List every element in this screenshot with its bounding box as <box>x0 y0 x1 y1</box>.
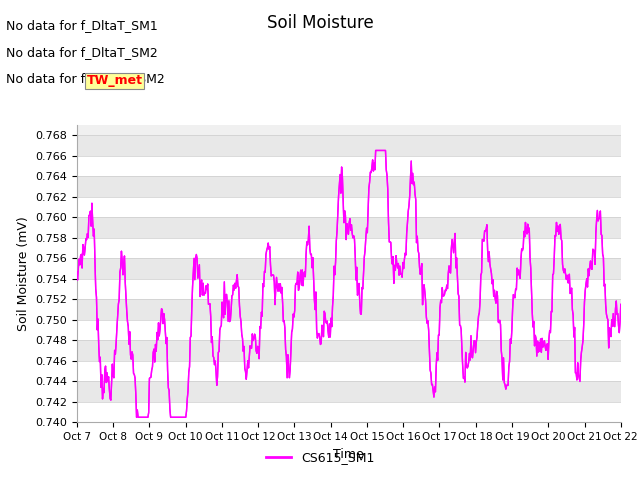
Text: No data for f_DltaT_SM2: No data for f_DltaT_SM2 <box>6 46 158 59</box>
Bar <box>77 381 621 402</box>
Legend: CS615_SM1: CS615_SM1 <box>261 446 379 469</box>
Bar <box>77 279 621 299</box>
Bar <box>77 402 621 422</box>
Bar <box>77 299 621 320</box>
Bar <box>77 258 621 279</box>
Bar <box>77 320 621 340</box>
X-axis label: Time: Time <box>333 448 364 461</box>
Bar <box>77 156 621 176</box>
Bar <box>77 135 621 156</box>
Text: No data for f_DltaT_SM1: No data for f_DltaT_SM1 <box>6 19 158 32</box>
Bar <box>77 217 621 238</box>
Text: Soil Moisture: Soil Moisture <box>267 14 373 33</box>
Y-axis label: Soil Moisture (mV): Soil Moisture (mV) <box>17 216 29 331</box>
Text: No data for f_CS615_SM2: No data for f_CS615_SM2 <box>6 72 165 85</box>
Bar <box>77 197 621 217</box>
Bar <box>77 361 621 381</box>
Bar <box>77 340 621 361</box>
Bar <box>77 238 621 258</box>
Bar <box>77 176 621 197</box>
Text: TW_met: TW_met <box>86 74 143 87</box>
